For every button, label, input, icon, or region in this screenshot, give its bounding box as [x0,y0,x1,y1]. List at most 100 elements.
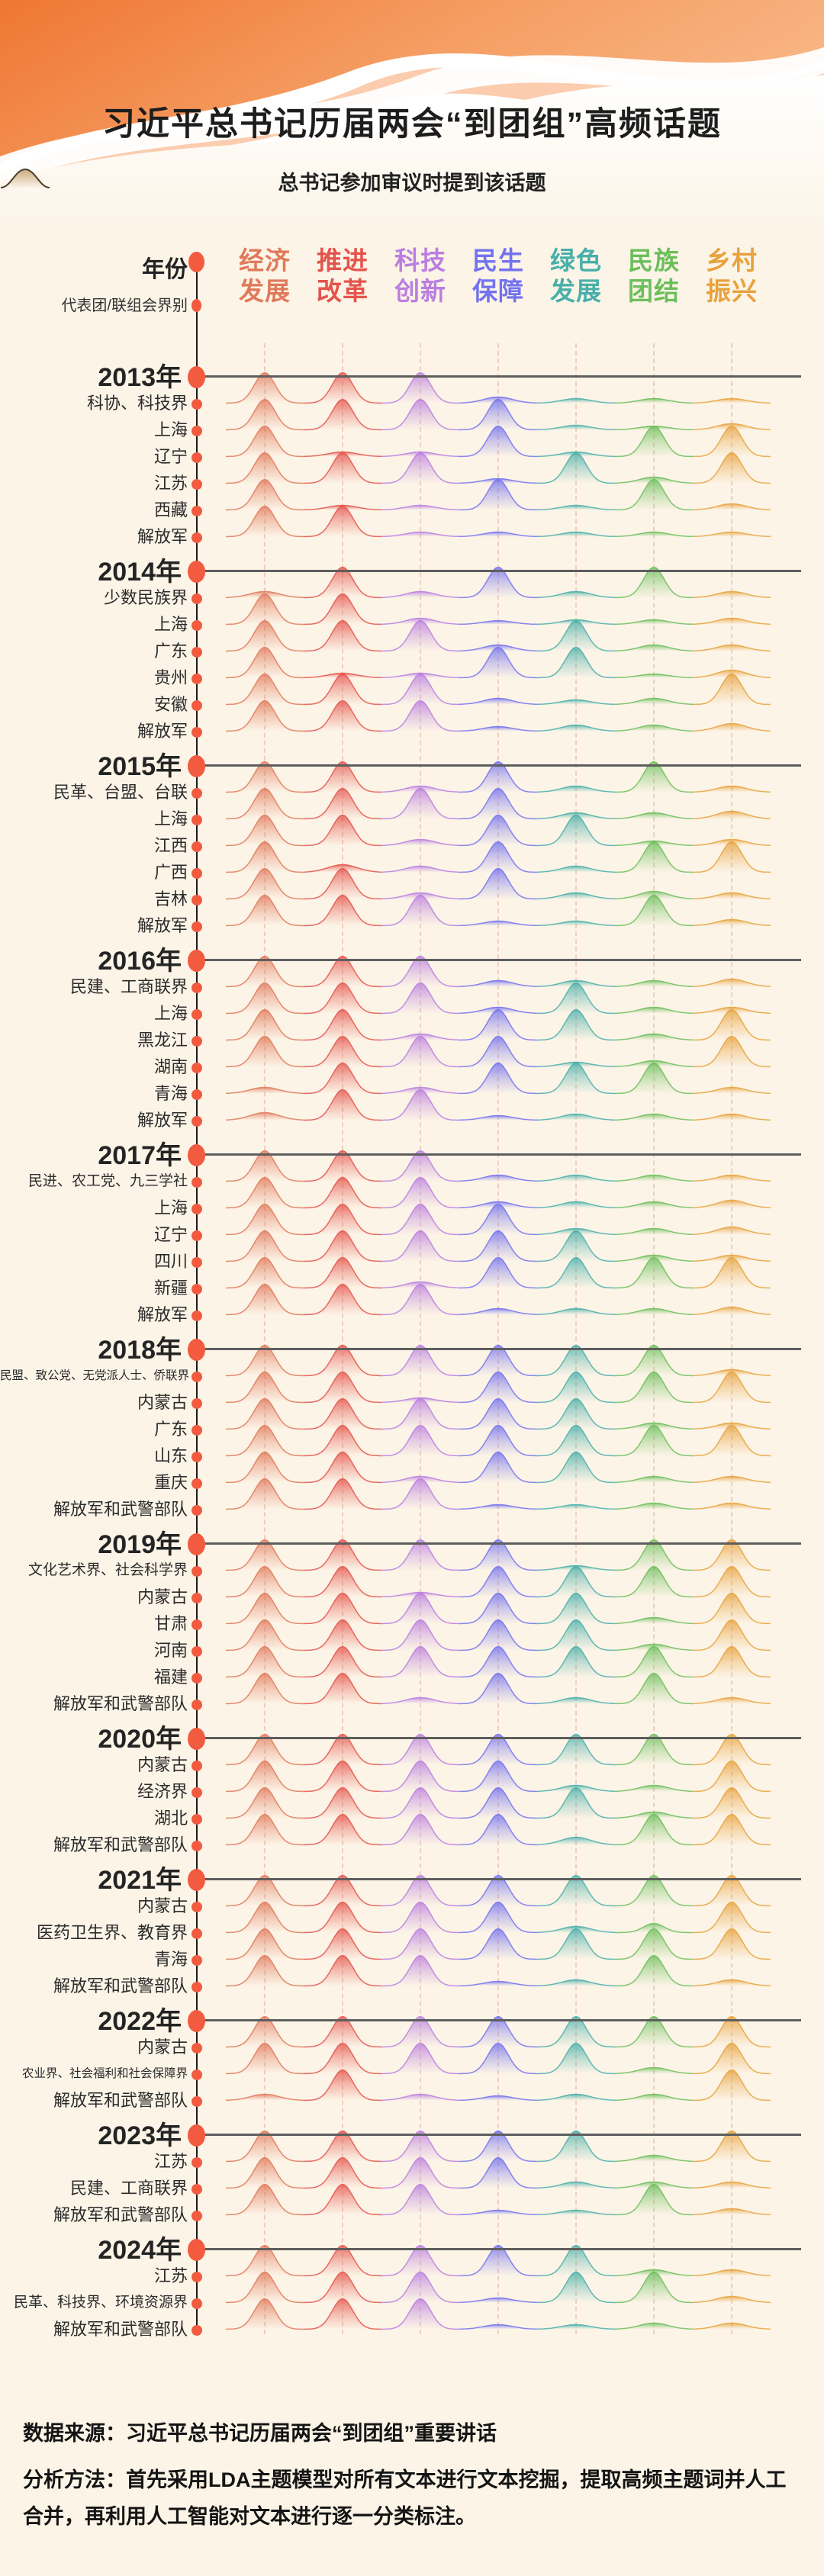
hill-cell [303,1894,382,1934]
hill-cell [303,1532,382,1571]
hill-cell [536,639,616,679]
hill-cell [303,1444,382,1484]
hill-cell [381,1169,460,1209]
hill-cell [381,1082,460,1121]
year-dot [188,366,205,388]
hill-cell [225,1364,304,1404]
year-row: 2017年 [0,1121,824,1169]
column-gridline [653,343,655,2334]
hill-cell [381,1894,460,1934]
hill-cell [536,693,616,732]
hill-cell [692,1417,771,1457]
hill-cell [303,1471,382,1510]
year-label: 2016年 [98,947,182,976]
row-dot [192,1619,202,1630]
row-dot [192,1425,202,1436]
hill-cell [381,2035,460,2075]
year-separator-line [197,1153,801,1156]
row-dot [192,1036,202,1047]
legend: 总书记参加审议时提到该话题 [0,166,824,198]
legend-label: 总书记参加审议时提到该话题 [278,172,546,195]
table-row: 上海 [0,1176,824,1217]
hill-cell [692,1249,771,1289]
row-label: 民建、工商联界 [69,2179,188,2198]
year-dot [188,1728,205,1750]
hill-cell [381,1471,460,1510]
row-dot [192,1902,202,1912]
table-row: 江苏 [0,452,824,492]
hill-cell [225,666,304,706]
year-dot [188,1339,205,1361]
hill-cell [536,1169,616,1209]
hill-cell [459,1082,537,1121]
year-separator-line [197,375,801,378]
table-row: 解放军 [0,505,824,545]
row-label: 解放军 [137,1111,188,1130]
hill-cell [459,1585,538,1625]
topic-header-1: 经济 发展 [239,246,291,305]
row-label: 山东 [153,1446,188,1465]
hill-cell [537,471,615,511]
hill-cell [692,1753,771,1793]
hill-cell [692,754,771,793]
table-row: 解放军和武警部队 [0,1954,824,1995]
hill-cell [381,887,460,927]
hill-cell [459,1337,538,1377]
year-dot [188,1144,205,1166]
hill-cell [303,1028,382,1068]
row-label: 甘肃 [153,1614,188,1633]
hill-track [225,2062,771,2102]
hill-track [225,1417,771,1457]
table-row: 甘肃 [0,1592,824,1632]
table-row: 湖北 [0,1786,824,1827]
year-label: 2021年 [98,1866,182,1895]
year-label: 2015年 [98,752,182,781]
hill-cell [381,1867,460,1907]
hill-cell [615,586,693,626]
table-row: 解放军和武警部队 [0,1813,824,1854]
row-dot [192,982,202,993]
table-row: 内蒙古 [0,2015,824,2056]
row-dot [192,1452,202,1462]
hill-cell [536,1002,616,1041]
hill-cell [614,1002,694,1041]
hill-cell [225,1055,304,1095]
hill-cell [225,1002,304,1041]
hill-cell [614,666,694,706]
row-label: 上海 [153,1004,188,1023]
row-label: 内蒙古 [137,1755,188,1774]
row-label: 上海 [153,615,188,634]
hill-cell [303,975,382,1015]
hill-cell [536,2035,616,2075]
row-dot [192,1673,202,1684]
hill-cell [537,887,615,927]
table-row: 广东 [0,1397,824,1438]
hill-track [225,391,771,431]
hill-cell [225,693,304,732]
hill-cell [692,780,771,820]
hill-track [225,1780,771,1819]
hill-cell [692,1780,771,1819]
row-dot [192,1928,202,1939]
hill-cell [303,2291,382,2330]
hill-cell [459,586,538,626]
hill-cell [614,1082,694,1121]
hill-cell [536,2062,616,2102]
hill-cell [303,1639,382,1678]
row-label: 青海 [153,1950,188,1969]
hill-cell [225,418,304,458]
hill-cell [303,1169,382,1209]
hill-cell [381,1921,460,1960]
hill-cell [303,807,382,847]
row-dot [192,841,202,852]
hill-cell [459,780,538,820]
hill-cell [225,1806,304,1846]
hill-cell [459,1867,538,1907]
hill-cell [692,1639,771,1678]
hill-track [225,2176,771,2216]
hill-cell [614,1444,694,1484]
hill-cell [225,834,304,873]
hill-cell [303,780,382,820]
row-label: 江西 [153,836,188,855]
row-dot [192,399,202,410]
